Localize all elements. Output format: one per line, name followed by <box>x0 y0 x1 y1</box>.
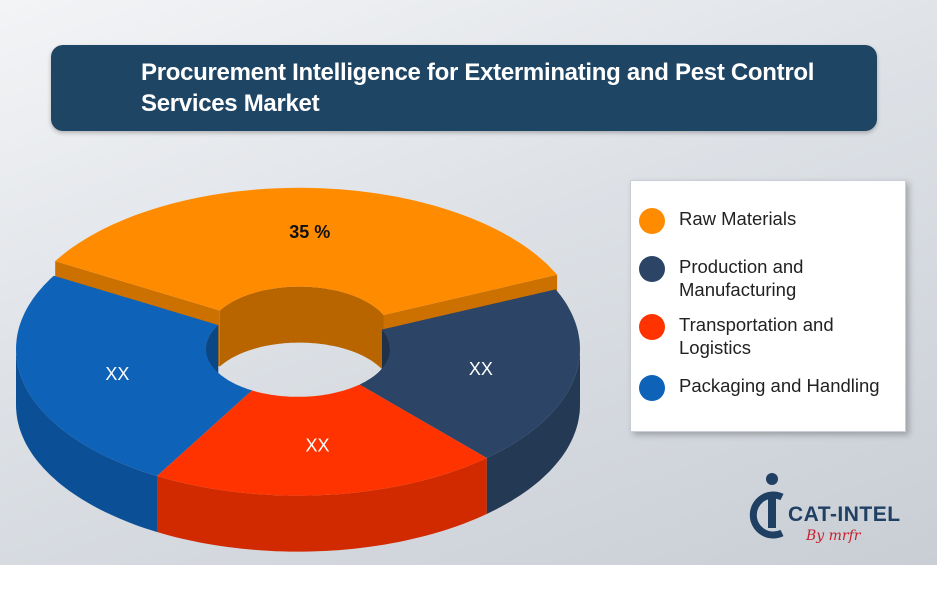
chart-canvas: Procurement Intelligence for Exterminati… <box>0 0 937 565</box>
slice-label: XX <box>305 436 329 456</box>
donut-chart: 35 % XX XX XX <box>16 187 580 552</box>
legend-swatch <box>639 256 665 282</box>
legend-item-packaging: Packaging and Handling <box>639 374 880 401</box>
legend-item-production: Production and Manufacturing <box>639 255 803 301</box>
logo-mark-icon <box>749 473 784 539</box>
slice-transportation-and-logistics <box>157 384 487 552</box>
legend-swatch <box>639 314 665 340</box>
legend-label-line: Production and <box>679 256 804 277</box>
slice-production-and-manufacturing <box>359 289 580 514</box>
legend-swatch <box>639 208 665 234</box>
logo-name: CAT-INTEL <box>788 503 901 526</box>
logo-byline: By mrfr <box>806 528 861 544</box>
legend-item-raw-materials: Raw Materials <box>639 207 796 234</box>
legend-label-line: Logistics <box>679 337 751 358</box>
slice-label: XX <box>105 364 129 384</box>
legend-item-transportation: Transportation and Logistics <box>639 313 834 359</box>
chart-title: Procurement Intelligence for Exterminati… <box>141 59 815 117</box>
slice-label: XX <box>469 359 493 379</box>
slice-label: 35 % <box>289 222 330 242</box>
legend-label-line: Transportation and <box>679 314 834 335</box>
legend-swatch <box>639 375 665 401</box>
title-banner: Procurement Intelligence for Exterminati… <box>51 45 877 131</box>
slice-packaging-and-handling <box>16 275 252 532</box>
legend-label: Raw Materials <box>679 208 797 229</box>
legend-label-line: Manufacturing <box>679 279 797 300</box>
cat-intel-logo: CAT-INTEL By mrfr <box>748 470 918 550</box>
chart-legend: Raw Materials Production and Manufacturi… <box>630 180 906 432</box>
legend-label: Packaging and Handling <box>679 375 880 396</box>
